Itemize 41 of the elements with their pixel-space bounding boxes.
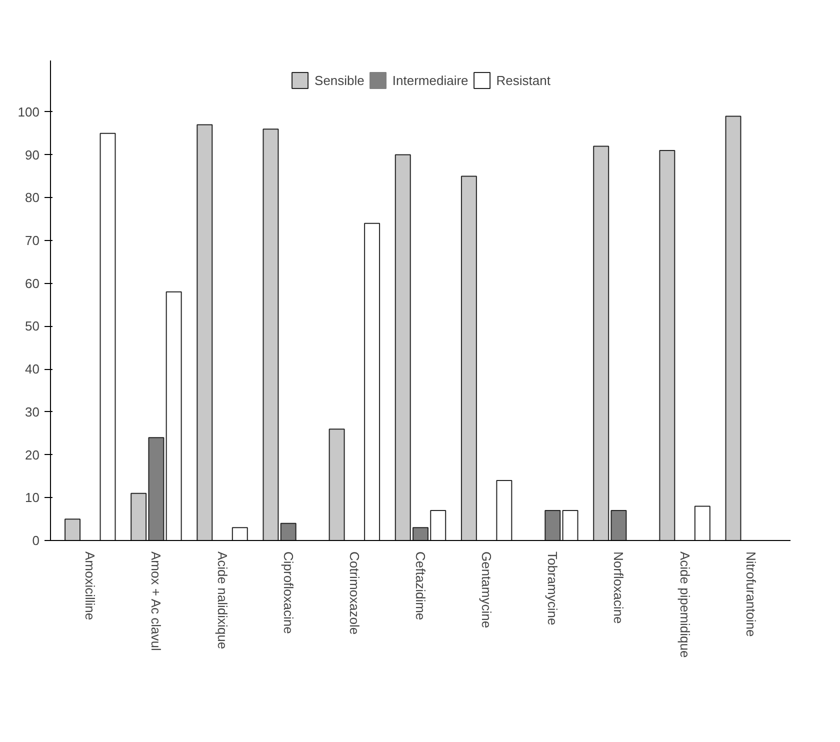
- bar: [364, 222, 380, 540]
- legend-label: Sensible: [314, 72, 364, 88]
- x-tick-label: Norfloxacine: [611, 552, 626, 624]
- y-tick-label: 80: [25, 190, 40, 206]
- bar: [196, 124, 213, 540]
- bar: [100, 132, 116, 540]
- bar: [64, 518, 81, 540]
- bar: [496, 480, 512, 540]
- legend-label: Intermediaire: [392, 72, 468, 88]
- y-tick-label: 40: [25, 362, 40, 377]
- x-tick-label: Gentamycine: [479, 552, 494, 628]
- legend-label: Resistant: [496, 72, 550, 88]
- bar: [262, 128, 279, 540]
- x-tick-label: Acide nalidixique: [214, 552, 230, 650]
- bar: [232, 527, 248, 540]
- y-tick-label: 20: [25, 447, 40, 462]
- y-tick-label: 0: [32, 533, 40, 548]
- x-tick-label: Cotrimoxazole: [346, 552, 362, 635]
- y-tick-label: 30: [25, 404, 40, 420]
- bar: [166, 291, 182, 540]
- y-tick-label: 50: [25, 318, 40, 334]
- bar: [562, 510, 578, 540]
- y-tick-label: 90: [25, 147, 40, 162]
- bar: [725, 116, 742, 540]
- x-tick-label: Nitrofurantoine: [743, 552, 758, 637]
- bar: [694, 506, 710, 540]
- x-tick-label: Tobramycine: [545, 552, 560, 626]
- x-tick-label: Amox + Ac clavul: [148, 552, 164, 651]
- x-tick-label: Amoxicilline: [82, 552, 98, 620]
- y-tick-label: 100: [18, 104, 40, 120]
- bar: [460, 176, 477, 540]
- y-tick-label: 10: [25, 490, 40, 506]
- bar: [328, 428, 345, 540]
- bar: [544, 510, 561, 540]
- x-tick-label: Ceftazidime: [413, 552, 428, 620]
- bar: [659, 150, 676, 540]
- bar: [280, 522, 296, 540]
- x-tick-label: Acide pipemidique: [677, 552, 692, 658]
- x-tick-label: Ciprofloxacine: [280, 552, 296, 634]
- y-tick-label: 70: [25, 233, 40, 248]
- y-tick-label: 60: [25, 276, 40, 291]
